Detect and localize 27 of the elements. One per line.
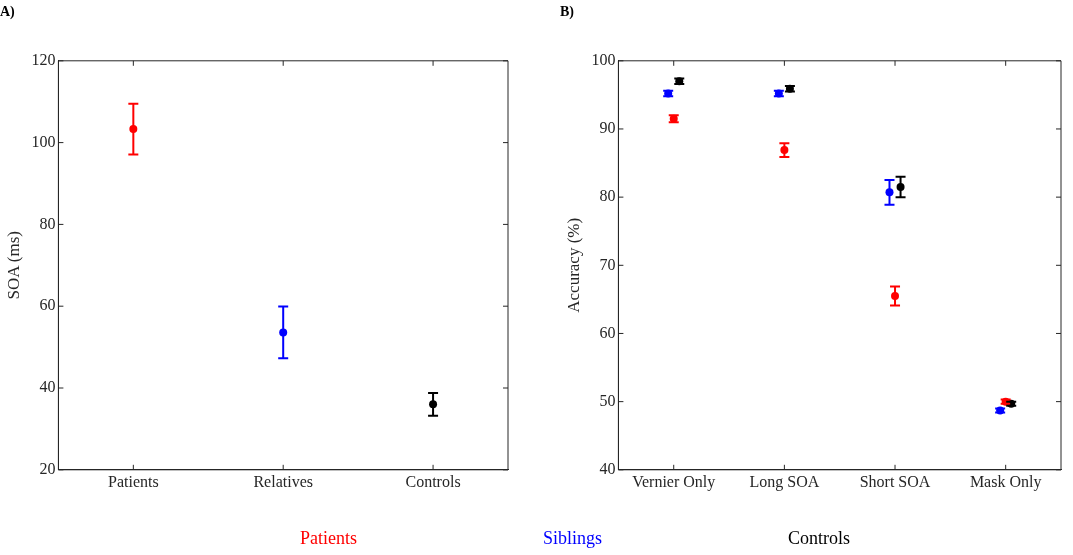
chart-title: A) bbox=[0, 4, 16, 21]
y-tick-label: 20 bbox=[39, 460, 56, 477]
x-tick-label: Long SOA bbox=[749, 472, 820, 491]
y-tick-label: 40 bbox=[39, 378, 56, 396]
x-tick-label: Vernier Only bbox=[632, 472, 716, 491]
y-tick-label: 100 bbox=[591, 51, 616, 68]
y-tick-label: 50 bbox=[599, 391, 616, 409]
y-tick-label: 60 bbox=[599, 323, 616, 341]
y-tick-label: 120 bbox=[31, 51, 56, 68]
x-tick-label: Short SOA bbox=[859, 472, 931, 490]
y-tick-label: 80 bbox=[39, 214, 56, 232]
y-tick-label: 100 bbox=[31, 132, 56, 150]
y-axis-title: SOA (ms) bbox=[3, 231, 23, 300]
text: Controls bbox=[787, 528, 850, 549]
y-tick-label: 70 bbox=[599, 255, 616, 273]
text: Siblings bbox=[542, 528, 602, 549]
x-tick-label: Patients bbox=[108, 472, 159, 490]
y-tick-label: 40 bbox=[599, 460, 616, 477]
chart-title: B) bbox=[560, 4, 575, 21]
y-tick-label: 90 bbox=[599, 119, 616, 137]
y-axis-title: Accuracy (%) bbox=[563, 217, 583, 313]
text: Patients bbox=[300, 528, 357, 549]
y-tick-label: 80 bbox=[599, 187, 616, 205]
x-tick-label: Controls bbox=[405, 472, 461, 490]
x-tick-label: Mask Only bbox=[969, 472, 1042, 491]
y-tick-label: 60 bbox=[39, 296, 56, 314]
x-tick-label: Relatives bbox=[253, 472, 313, 490]
